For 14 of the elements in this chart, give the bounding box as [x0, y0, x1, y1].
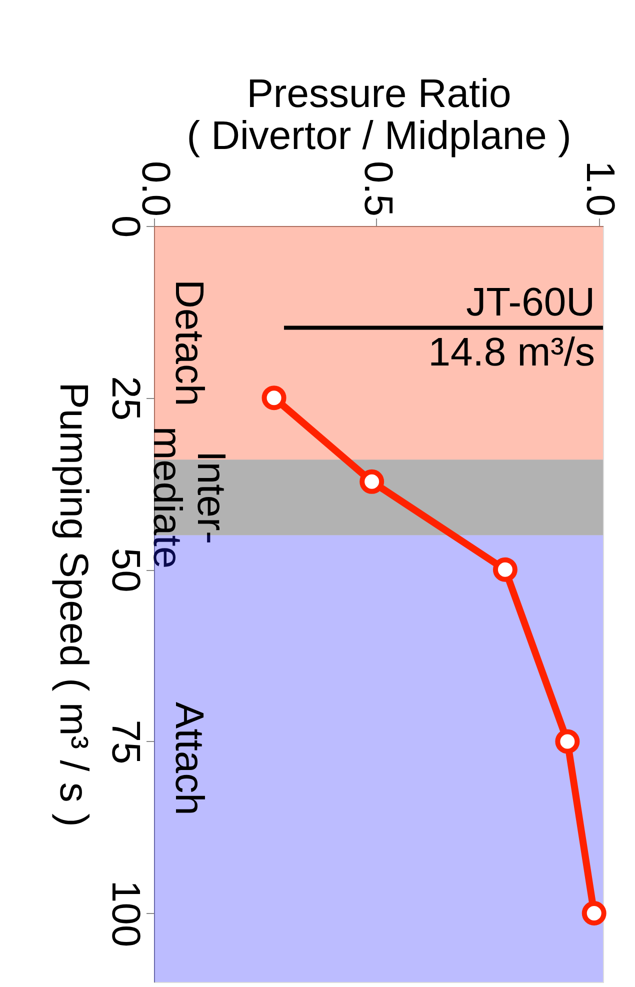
band-label: Attach — [167, 702, 211, 816]
y-axis-title: Pumping Speed ( m³ / s ) — [52, 382, 96, 827]
x-tick-label: 0.5 — [356, 160, 400, 216]
y-tick-label: 75 — [104, 720, 148, 764]
band-label: Detach — [167, 279, 211, 406]
y-tick-label: 0 — [104, 215, 148, 238]
x-tick-label: 1.0 — [578, 160, 622, 216]
ref-line-label: JT-60U 14.8 m³/s — [428, 280, 595, 375]
x-axis-title: Pressure Ratio ( Divertor / Midplane ) — [186, 72, 572, 158]
y-tick-label: 100 — [104, 880, 148, 948]
band-label: Inter- mediate — [145, 426, 233, 569]
x-tick-label: 0.0 — [134, 160, 178, 216]
y-tick-label: 25 — [104, 376, 148, 421]
y-tick-label: 50 — [104, 548, 148, 592]
